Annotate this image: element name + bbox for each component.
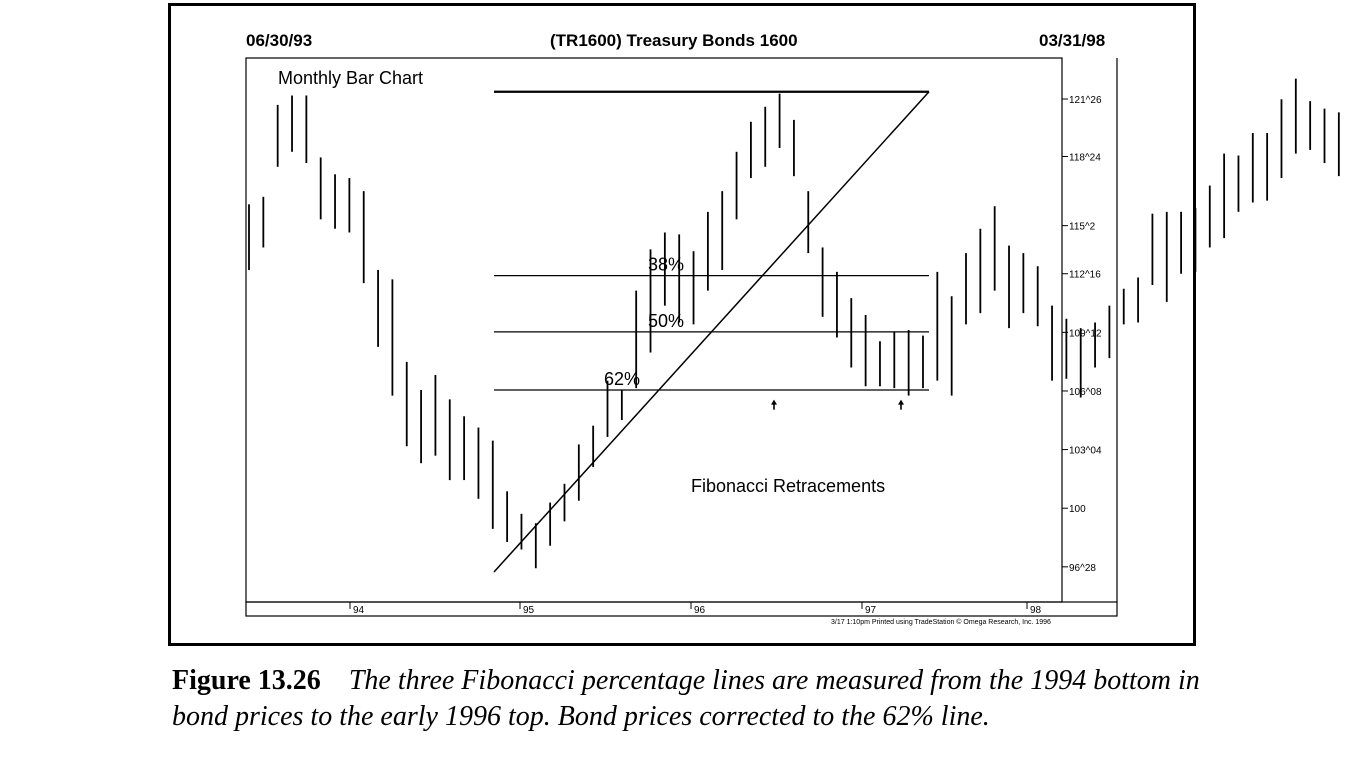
y-tick-label: 121^26: [1069, 95, 1102, 106]
x-tick-label: 97: [865, 605, 877, 616]
fib-label: 38%: [648, 255, 684, 275]
x-tick-label: 96: [694, 605, 706, 616]
arrow-head: [771, 399, 777, 405]
fib-label: 62%: [604, 369, 640, 389]
x-tick-label: 98: [1030, 605, 1042, 616]
chart-subtitle: Monthly Bar Chart: [278, 68, 423, 88]
up-arrow: [898, 399, 904, 410]
end-date-label: 03/31/98: [1039, 31, 1106, 50]
fib-label: 50%: [648, 311, 684, 331]
x-tick-label: 95: [523, 605, 535, 616]
up-arrow: [771, 399, 777, 410]
start-date-label: 06/30/93: [246, 31, 313, 50]
annotation-text: Fibonacci Retracements: [691, 476, 885, 496]
figure-frame: [168, 3, 1196, 646]
chart-title: (TR1600) Treasury Bonds 1600: [550, 31, 798, 50]
y-tick-label: 115^2: [1069, 222, 1096, 233]
arrow-head: [898, 399, 904, 405]
x-tick-label: 94: [353, 605, 365, 616]
y-tick-label: 109^12: [1069, 328, 1102, 339]
footer-note: 3/17 1:10pm Printed using TradeStation ©…: [831, 618, 1051, 626]
y-tick-label: 106^08: [1069, 387, 1102, 398]
time-axis: [245, 601, 1118, 617]
y-tick-label: 112^16: [1069, 270, 1101, 281]
y-tick-label: 96^28: [1069, 563, 1096, 574]
y-tick-label: 103^04: [1069, 446, 1102, 457]
caption-label: Figure 13.26: [172, 665, 321, 696]
caption-text: The three Fibonacci percentage lines are…: [172, 665, 1200, 732]
y-tick-label: 100: [1069, 504, 1086, 515]
figure-caption: Figure 13.26 The three Fibonacci percenta…: [172, 663, 1202, 735]
bar-chart: Monthly Bar Chart Fibonacci Retracements…: [245, 57, 1340, 626]
y-tick-label: 118^24: [1069, 152, 1101, 163]
